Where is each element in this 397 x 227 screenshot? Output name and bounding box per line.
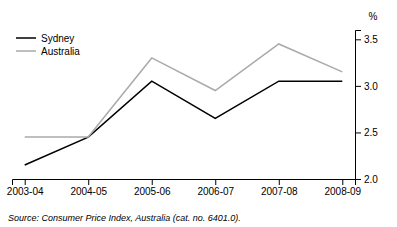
y-tick: 3.5 — [355, 34, 378, 45]
x-tick-mark — [25, 179, 26, 185]
y-tick-mark — [355, 179, 361, 180]
x-tick: 2007-08 — [261, 179, 298, 197]
x-tick: 2008-09 — [324, 179, 361, 197]
y-tick-label: 2.0 — [364, 174, 378, 185]
y-axis: 2.0 2.5 3.0 3.5 — [355, 31, 378, 185]
x-tick: 2004-05 — [70, 179, 107, 197]
x-axis: 2003-04 2004-05 2005-06 2006-07 2007-08 2008-… — [7, 179, 362, 197]
y-tick-mark — [355, 39, 361, 40]
plot: 2003-04 2004-05 2005-06 2006-07 2007-08 2008-… — [7, 11, 378, 197]
legend: Sydney Australia — [16, 33, 80, 57]
legend-item: Australia — [16, 46, 80, 57]
legend-label: Sydney — [41, 33, 74, 44]
y-tick-mark — [355, 132, 361, 133]
x-tick-label: 2008-09 — [324, 186, 361, 197]
line — [25, 81, 343, 165]
annotation: Source: Consumer Price Index, Australia … — [8, 213, 241, 223]
y-tick-label: 2.5 — [364, 127, 378, 138]
x-tick-label: 2006-07 — [197, 186, 234, 197]
legend-swatch — [16, 50, 36, 52]
y-tick-label: 3.5 — [364, 34, 378, 45]
x-tick-mark — [342, 179, 343, 185]
legend-swatch — [16, 37, 36, 39]
x-axis-line — [13, 180, 356, 186]
x-tick-mark — [88, 179, 89, 185]
y-tick: 3.0 — [355, 81, 378, 92]
chart: 2003-04 2004-05 2005-06 2006-07 2007-08 2008-… — [0, 0, 397, 227]
y-tick: 2.5 — [355, 127, 378, 138]
x-tick-label: 2004-05 — [70, 186, 107, 197]
x-tick: 2006-07 — [197, 179, 234, 197]
y-tick-label: 3.0 — [364, 81, 378, 92]
x-tick: 2005-06 — [134, 179, 171, 197]
x-tick-label: 2005-06 — [134, 186, 171, 197]
legend-label: Australia — [41, 46, 80, 57]
y-tick-mark — [355, 86, 361, 87]
line — [25, 44, 343, 137]
x-tick-mark — [215, 179, 216, 185]
lines — [25, 44, 343, 165]
legend-item: Sydney — [16, 33, 74, 44]
x-tick-mark — [279, 179, 280, 185]
x-tick-mark — [152, 179, 153, 185]
y-axis-line — [356, 31, 362, 180]
x-tick: 2003-04 — [7, 179, 44, 197]
y-axis-label: % — [369, 11, 378, 22]
y-tick: 2.0 — [355, 174, 378, 185]
x-tick-label: 2007-08 — [261, 186, 298, 197]
x-tick-label: 2003-04 — [7, 186, 44, 197]
